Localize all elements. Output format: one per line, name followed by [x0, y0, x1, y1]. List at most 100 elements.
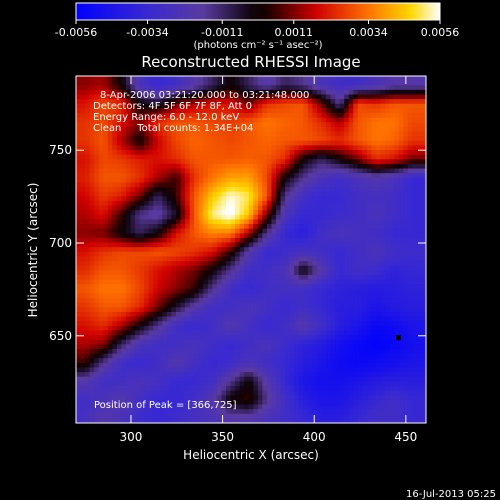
heatmap-cell: [380, 316, 386, 322]
heatmap-cell: [126, 126, 132, 133]
heatmap-cell: [98, 191, 104, 197]
heatmap-cell: [144, 298, 150, 304]
heatmap-cell: [303, 237, 309, 244]
heatmap-cell: [166, 191, 173, 197]
heatmap-cell: [371, 335, 377, 341]
heatmap-cell: [198, 279, 204, 285]
heatmap-cell: [98, 177, 104, 184]
heatmap-cell: [376, 321, 382, 327]
heatmap-cell: [135, 348, 141, 355]
heatmap-cell: [353, 344, 359, 350]
heatmap-cell: [189, 196, 195, 202]
heatmap-cell: [253, 362, 259, 369]
heatmap-cell: [257, 126, 263, 133]
heatmap-cell: [362, 219, 368, 225]
heatmap-cell: [198, 94, 204, 100]
heatmap-cell: [280, 154, 286, 160]
heatmap-cell: [248, 251, 254, 258]
heatmap-cell: [144, 76, 150, 82]
heatmap-cell: [235, 168, 241, 174]
heatmap-cell: [144, 163, 150, 170]
heatmap-cell: [112, 103, 118, 109]
heatmap-cell: [307, 270, 313, 276]
heatmap-cell: [312, 307, 318, 313]
heatmap-cell: [289, 113, 295, 119]
heatmap-cell: [412, 367, 418, 373]
heatmap-cell: [421, 191, 426, 197]
heatmap-cell: [266, 196, 273, 202]
heatmap-cell: [307, 131, 313, 137]
heatmap-cell: [371, 228, 377, 234]
heatmap-cell: [344, 339, 350, 345]
heatmap-cell: [371, 168, 377, 174]
heatmap-cell: [189, 177, 195, 184]
heatmap-cell: [185, 335, 191, 341]
heatmap-cell: [130, 293, 136, 299]
heatmap-cell: [144, 302, 150, 308]
heatmap-cell: [162, 288, 168, 295]
heatmap-cell: [230, 339, 236, 345]
heatmap-cell: [376, 103, 382, 109]
heatmap-cell: [148, 237, 154, 244]
heatmap-cell: [107, 76, 113, 82]
heatmap-cell: [321, 270, 327, 276]
heatmap-cell: [171, 353, 177, 359]
heatmap-cell: [257, 302, 263, 308]
heatmap-cell: [185, 288, 191, 295]
heatmap-cell: [271, 335, 277, 341]
heatmap-cell: [344, 99, 350, 105]
heatmap-cell: [103, 210, 109, 216]
heatmap-cell: [194, 80, 200, 86]
heatmap-cell: [221, 311, 227, 318]
heatmap-cell: [357, 99, 363, 105]
heatmap-cell: [121, 261, 127, 267]
heatmap-cell: [276, 214, 282, 221]
heatmap-cell: [248, 80, 254, 86]
heatmap-cell: [244, 99, 250, 105]
heatmap-cell: [135, 140, 141, 146]
heatmap-cell: [162, 270, 168, 276]
heatmap-cell: [398, 94, 404, 100]
heatmap-cell: [126, 168, 132, 174]
heatmap-cell: [416, 321, 423, 327]
heatmap-cell: [289, 228, 295, 234]
heatmap-cell: [176, 358, 182, 364]
heatmap-cell: [326, 200, 332, 207]
heatmap-cell: [103, 284, 109, 290]
heatmap-cell: [216, 293, 223, 299]
heatmap-cell: [271, 205, 277, 211]
heatmap-cell: [85, 335, 91, 341]
heatmap-cell: [180, 113, 186, 119]
heatmap-cell: [185, 205, 191, 211]
heatmap-cell: [139, 210, 145, 216]
heatmap-cell: [207, 284, 213, 290]
heatmap-cell: [398, 224, 404, 230]
heatmap-cell: [330, 159, 336, 165]
heatmap-cell: [144, 348, 150, 355]
colorbar-tick-label: -0.0056: [55, 26, 97, 39]
heatmap-cell: [248, 182, 254, 188]
heatmap-cell: [289, 219, 295, 225]
heatmap-cell: [116, 99, 123, 105]
heatmap-cell: [312, 344, 318, 350]
heatmap-cell: [116, 85, 123, 91]
heatmap-cell: [98, 311, 104, 318]
heatmap-cell: [285, 224, 291, 230]
heatmap-cell: [276, 76, 282, 82]
heatmap-cell: [321, 321, 327, 327]
heatmap-cell: [189, 173, 195, 179]
heatmap-cell: [153, 154, 159, 160]
heatmap-cell: [376, 214, 382, 221]
heatmap-cell: [416, 163, 423, 170]
heatmap-cell: [98, 274, 104, 281]
heatmap-cell: [421, 274, 426, 281]
heatmap-cell: [248, 173, 254, 179]
heatmap-cell: [371, 113, 377, 119]
heatmap-cell: [171, 362, 177, 369]
heatmap-cell: [157, 330, 163, 336]
heatmap-cell: [126, 145, 132, 151]
heatmap-cell: [330, 168, 336, 174]
heatmap-cell: [176, 108, 182, 114]
heatmap-cell: [76, 85, 82, 91]
heatmap-cell: [94, 140, 100, 146]
